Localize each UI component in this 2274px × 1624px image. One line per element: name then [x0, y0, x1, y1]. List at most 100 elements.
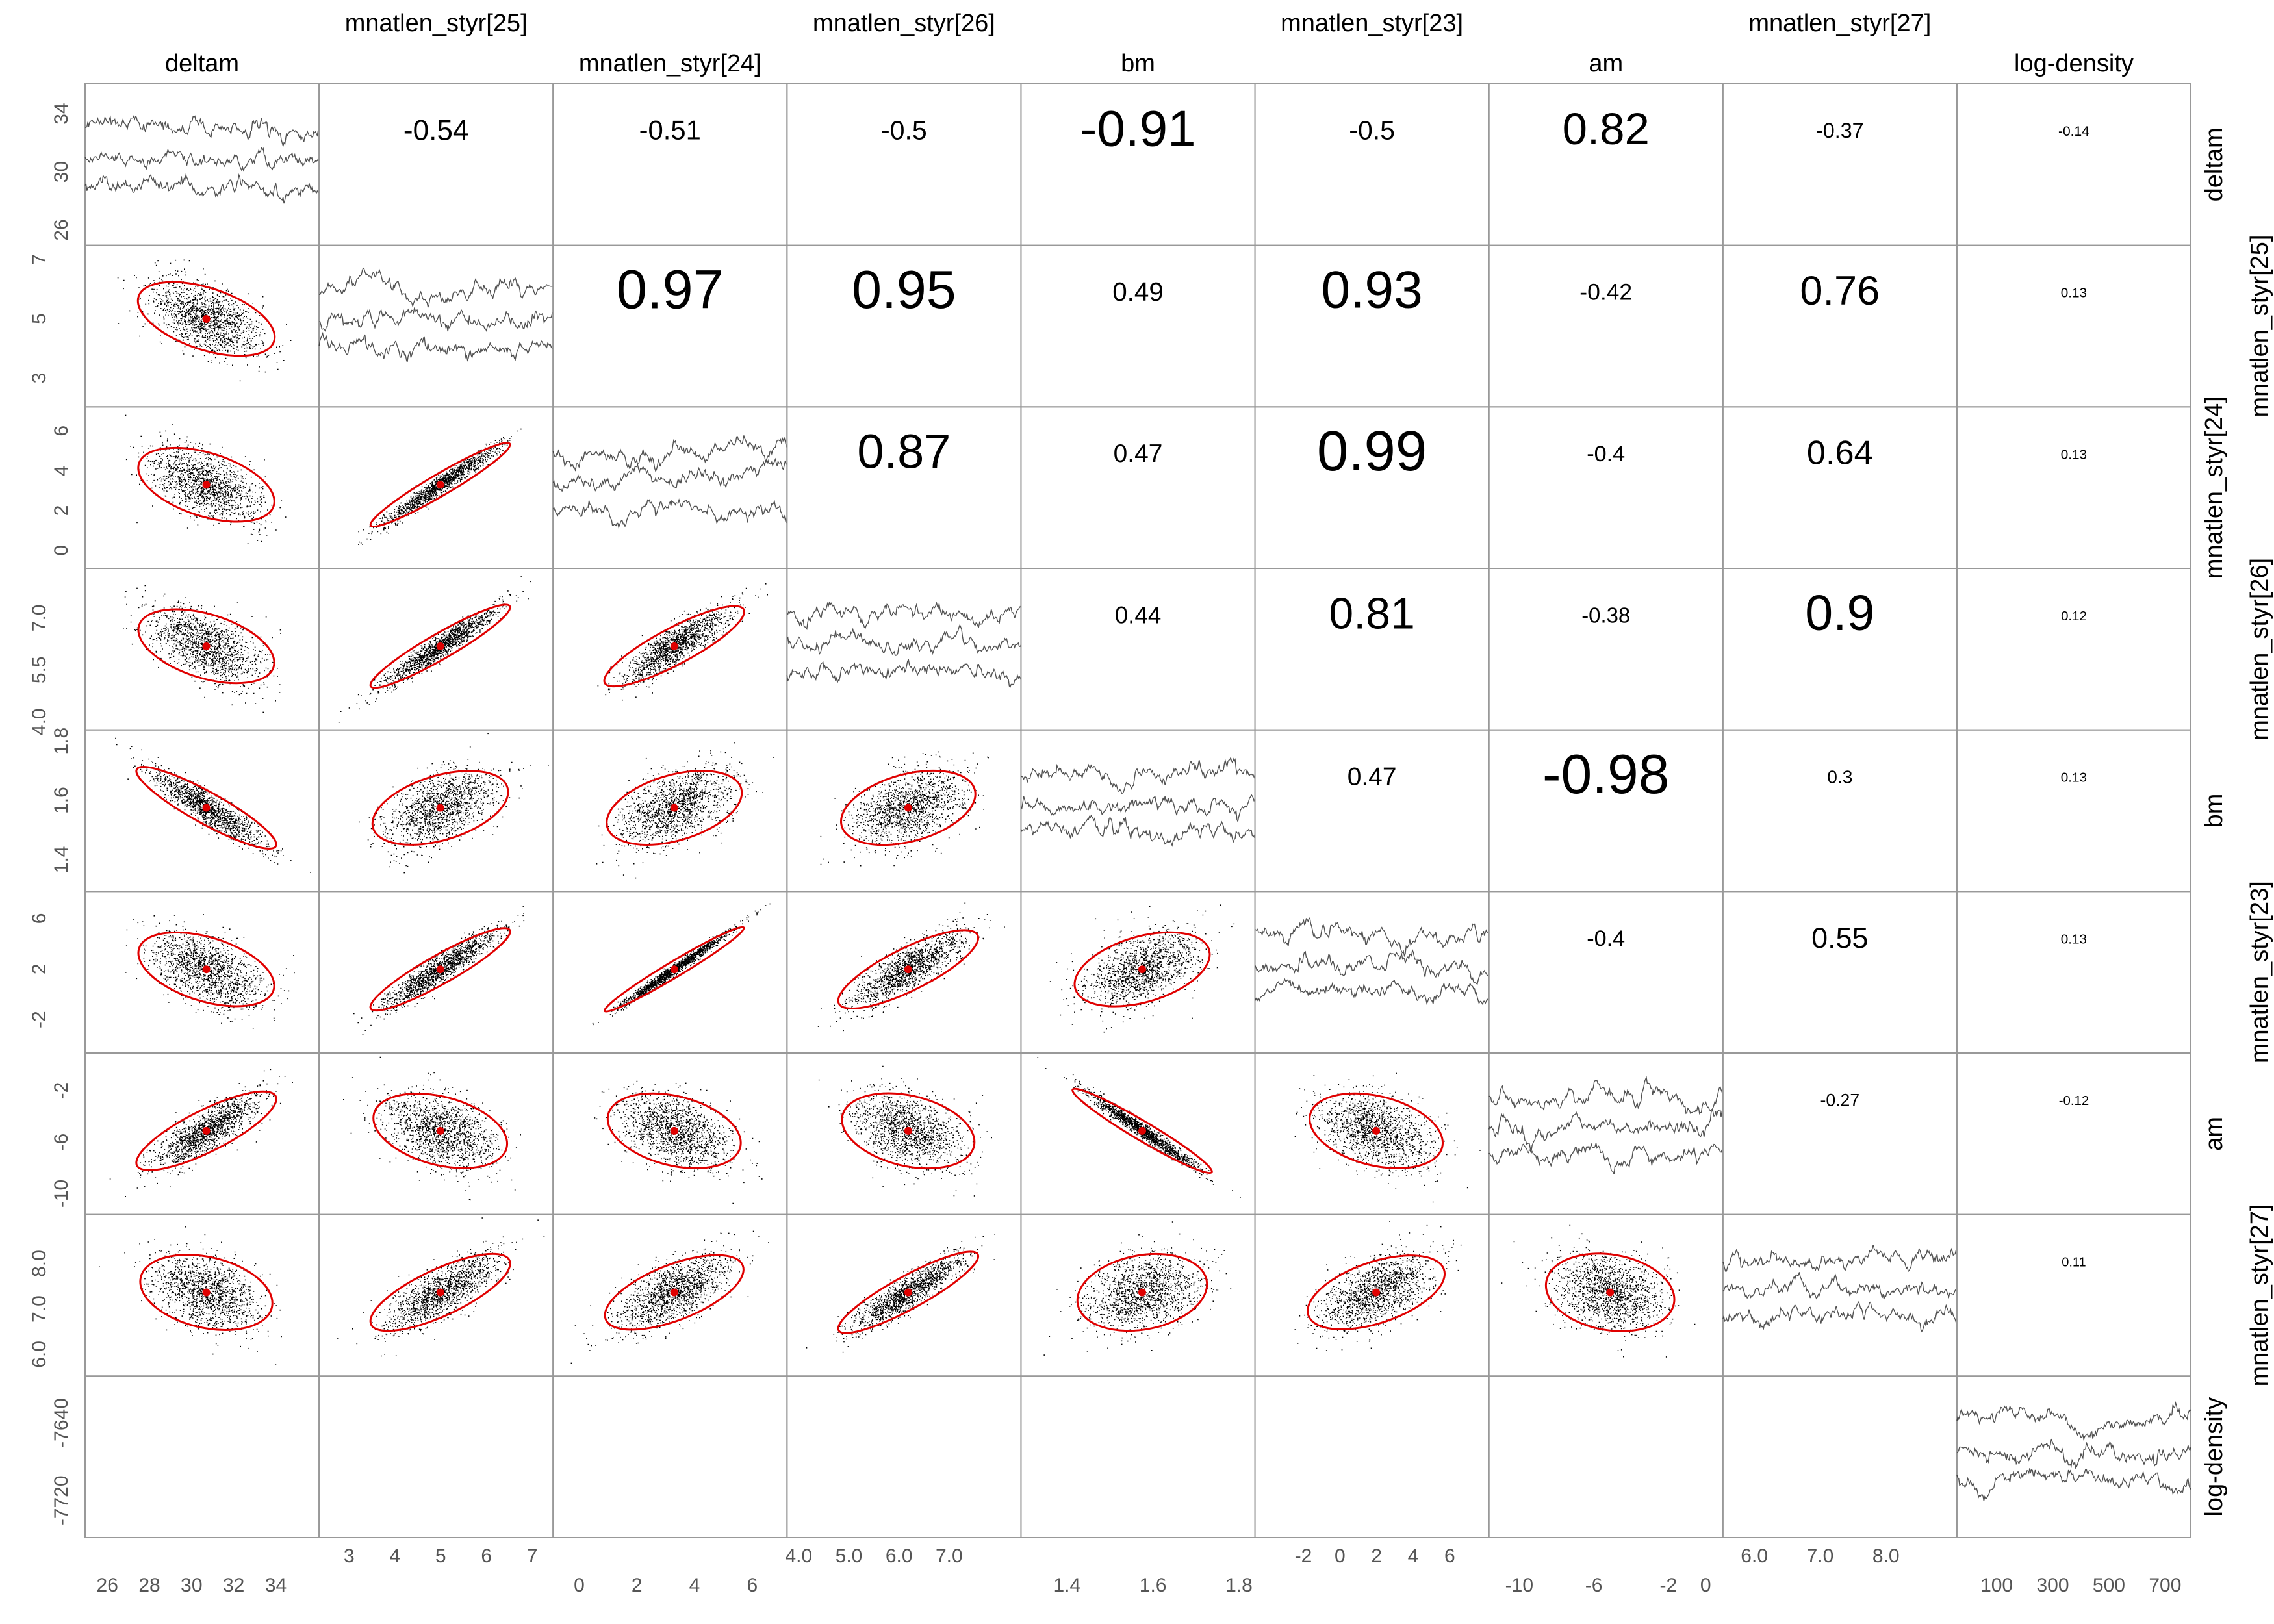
panel-4-7: 0.3: [1722, 729, 1958, 893]
panels: -0.54 -0.51 -0.5 -0.91 -0.5 0.82 -0.37 -0.14 0.9…: [84, 83, 2192, 1538]
panel-0-2: -0.51: [552, 83, 788, 246]
scatter-points: [1043, 1221, 1232, 1356]
panel-frame: [84, 891, 320, 1054]
mean-point: [904, 804, 912, 812]
top-label-4: bm: [1121, 50, 1155, 77]
y-tick-6-2: -2: [51, 1082, 72, 1100]
x-tick-2-0: 0: [574, 1575, 585, 1596]
y-tick-7-1: 7.0: [29, 1295, 50, 1323]
mean-point: [202, 1288, 211, 1297]
corr-2-3: 0.87: [857, 424, 951, 478]
scatter-points: [99, 1226, 282, 1365]
y-tick-5-1: 2: [29, 963, 50, 974]
panel-frame: [1956, 891, 2192, 1054]
corr-1-8: 0.13: [2061, 286, 2087, 301]
top-label-0: deltam: [165, 50, 239, 77]
corr-3-4: 0.44: [1115, 602, 1162, 628]
y-tick-6-0: -10: [51, 1180, 72, 1208]
trace-8-2: [1956, 1401, 2191, 1441]
y-tick-1-0: 3: [29, 373, 50, 384]
y-tick-5-0: -2: [29, 1011, 50, 1028]
confidence-ellipse: [606, 1092, 742, 1169]
y-tick-3-1: 5.5: [29, 656, 50, 683]
panel-frame: [1722, 1052, 1958, 1215]
scatter-points: [1037, 1057, 1241, 1198]
mean-point: [670, 642, 678, 650]
panel-frame: [318, 729, 554, 893]
confidence-ellipse: [1076, 1252, 1208, 1332]
y-tick-7-0: 6.0: [29, 1341, 50, 1368]
y-tick-0-2: 34: [51, 103, 72, 124]
top-label-2: mnatlen_styr[24]: [579, 50, 761, 77]
x-tick-5-0: -2: [1295, 1545, 1312, 1567]
right-label-0: deltam: [2201, 127, 2228, 201]
panel-frame: [318, 1375, 554, 1538]
y-tick-1-1: 5: [29, 313, 50, 324]
right-label-2: mnatlen_styr[24]: [2201, 396, 2228, 579]
scatter-points: [125, 414, 287, 544]
corr-0-1: -0.54: [403, 114, 469, 146]
panel-1-2: 0.97: [552, 244, 788, 408]
panel-5-4: [1020, 891, 1256, 1054]
panel-4-2: [552, 729, 788, 893]
corr-2-6: -0.4: [1587, 442, 1625, 466]
confidence-ellipse: [139, 1254, 274, 1331]
panel-frame: [318, 244, 554, 408]
corr-0-6: 0.82: [1563, 104, 1650, 154]
scatter-points: [109, 1069, 293, 1197]
corr-3-7: 0.9: [1805, 585, 1874, 641]
trace-2-1: [552, 457, 787, 492]
corr-5-7: 0.55: [1811, 921, 1868, 954]
x-tick-5-1: 0: [1335, 1545, 1346, 1567]
x-tick-8-1: 300: [2037, 1575, 2069, 1596]
panel-7-0: [84, 1213, 320, 1377]
trace-5-1: [1254, 948, 1490, 985]
panel-0-1: -0.54: [318, 83, 554, 246]
panel-frame: [1956, 568, 2192, 731]
corr-5-8: 0.13: [2061, 932, 2087, 946]
confidence-ellipse: [369, 1252, 511, 1332]
panel-5-5: [1254, 891, 1490, 1054]
x-tick-7-0: 6.0: [1741, 1545, 1768, 1567]
panel-3-0: [84, 568, 320, 731]
trace-7-0: [1722, 1300, 1958, 1333]
x-tick-4-1: 1.6: [1140, 1575, 1167, 1596]
trace-4-1: [1020, 794, 1256, 824]
corr-0-4: -0.91: [1080, 99, 1195, 157]
panel-3-8: 0.12: [1956, 568, 2192, 731]
corr-4-8: 0.13: [2061, 770, 2087, 785]
x-tick-4-0: 1.4: [1054, 1575, 1081, 1596]
mean-point: [202, 314, 211, 323]
corr-1-2: 0.97: [617, 259, 724, 320]
confidence-ellipse: [137, 608, 275, 685]
panel-frame: [1488, 891, 1724, 1054]
x-tick-6-0: -10: [1505, 1575, 1533, 1596]
trace-2-2: [552, 435, 787, 473]
panel-3-2: [552, 568, 788, 731]
panel-frame: [1956, 1375, 2192, 1538]
corr-4-6: -0.98: [1542, 743, 1670, 806]
corr-0-5: -0.5: [1349, 115, 1395, 145]
panel-8-0: [84, 1375, 320, 1538]
x-tick-6-1: -6: [1585, 1575, 1603, 1596]
trace-3-1: [786, 624, 1022, 657]
panel-0-6: 0.82: [1488, 83, 1724, 246]
panel-frame: [786, 83, 1022, 246]
corr-2-4: 0.47: [1114, 440, 1163, 468]
panel-0-4: -0.91: [1020, 83, 1256, 246]
mean-point: [436, 804, 444, 812]
trace-3-2: [787, 601, 1021, 631]
scatter-points: [596, 742, 774, 879]
x-tick-6-3: 0: [1700, 1575, 1711, 1596]
x-tick-0-4: 34: [265, 1575, 287, 1596]
confidence-ellipse: [840, 769, 977, 846]
mean-point: [670, 1126, 678, 1135]
panel-7-3: [786, 1213, 1022, 1377]
panel-frame: [84, 1052, 320, 1215]
right-label-8: log-density: [2201, 1397, 2228, 1517]
panel-8-1: [318, 1375, 554, 1538]
trace-0-0: [84, 173, 320, 204]
top-label-5: mnatlen_styr[23]: [1281, 10, 1463, 37]
corr-0-8: -0.14: [2058, 124, 2089, 139]
